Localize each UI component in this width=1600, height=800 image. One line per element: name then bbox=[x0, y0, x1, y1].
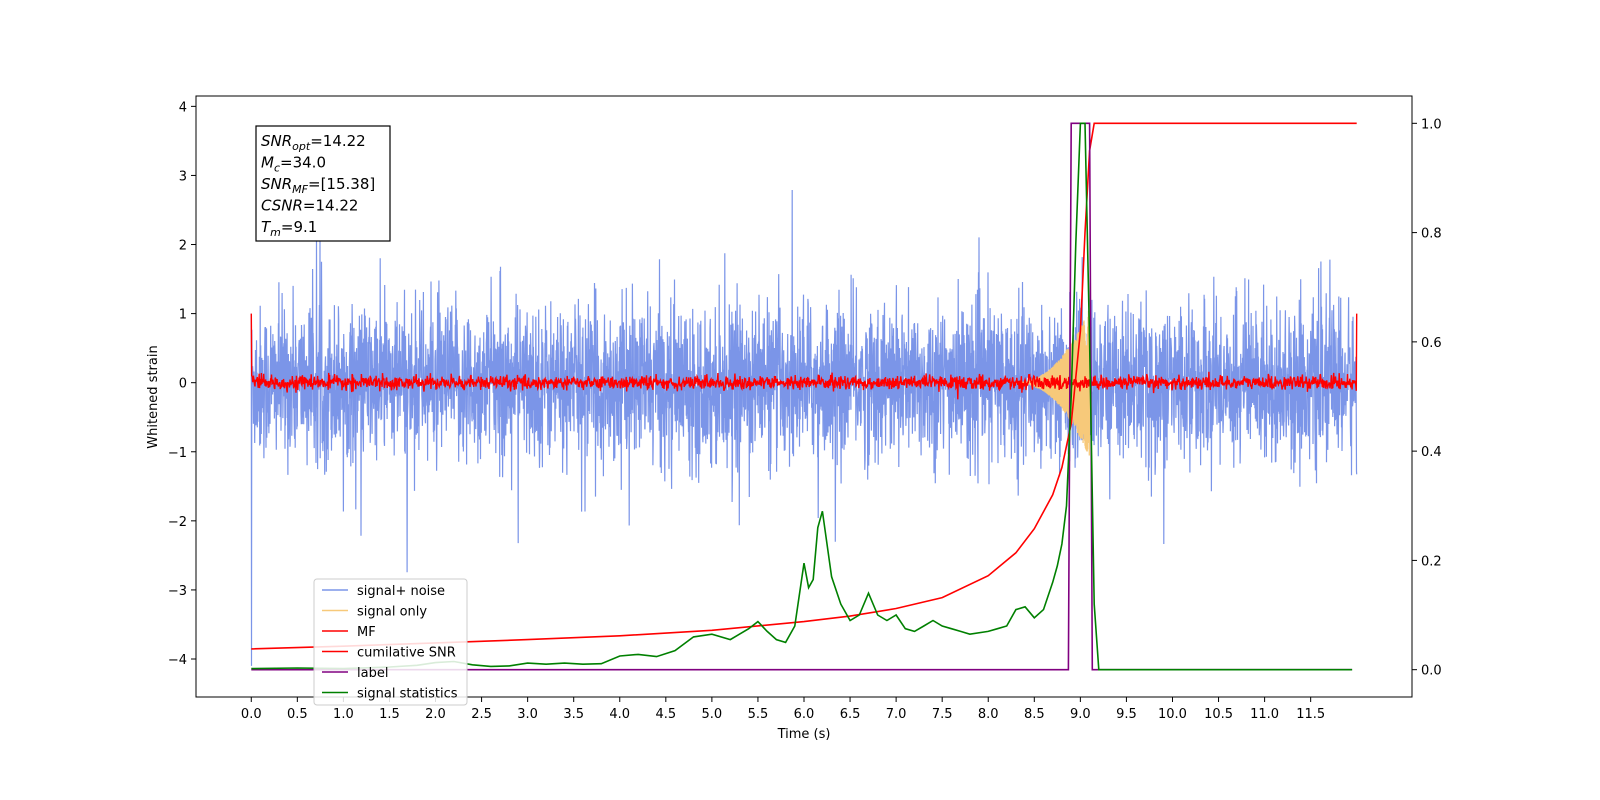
x-tick-label: 3.5 bbox=[563, 707, 584, 722]
x-tick-label: 5.5 bbox=[748, 707, 769, 722]
x-tick-label: 0.0 bbox=[241, 707, 262, 722]
series-signal-plus-noise bbox=[250, 189, 1358, 666]
x-tick-label: 3.0 bbox=[517, 707, 538, 722]
x-tick-label: 6.0 bbox=[794, 707, 815, 722]
legend-label: signal only bbox=[357, 605, 427, 620]
legend-label: cumilative SNR bbox=[357, 646, 456, 661]
y-tick-label: −4 bbox=[168, 653, 187, 668]
y-tick-label: 1 bbox=[179, 308, 187, 323]
x-tick-label: 8.5 bbox=[1024, 707, 1045, 722]
x-tick-label: 9.0 bbox=[1070, 707, 1091, 722]
x-tick-label: 1.5 bbox=[379, 707, 400, 722]
y-tick-label: 0 bbox=[179, 377, 187, 392]
x-tick-label: 2.0 bbox=[425, 707, 446, 722]
x-tick-label: 4.0 bbox=[609, 707, 630, 722]
series-cumilative-snr bbox=[251, 122, 1357, 650]
y2-tick-label: 0.0 bbox=[1421, 664, 1442, 679]
x-tick-label: 8.0 bbox=[978, 707, 999, 722]
legend-label: MF bbox=[357, 625, 376, 640]
y2-tick-label: 0.2 bbox=[1421, 554, 1442, 569]
annotation-line: Tm=9.1 bbox=[261, 218, 317, 239]
annotation-box: SNRopt=14.22Mc=34.0SNRMF=[15.38]CSNR=14.… bbox=[255, 125, 391, 242]
x-tick-label: 10.0 bbox=[1158, 707, 1187, 722]
plot-area bbox=[250, 122, 1358, 671]
y-axis-label: Whitened strain bbox=[146, 345, 161, 448]
legend-label: signal statistics bbox=[357, 687, 458, 702]
legend-label: signal+ noise bbox=[357, 584, 445, 599]
y2-tick-label: 1.0 bbox=[1421, 117, 1442, 132]
x-tick-label: 7.0 bbox=[886, 707, 907, 722]
y-tick-label: 2 bbox=[179, 239, 187, 254]
x-tick-label: 5.0 bbox=[702, 707, 723, 722]
y-tick-label: −2 bbox=[168, 515, 187, 530]
annotation-line: Mc=34.0 bbox=[261, 154, 326, 175]
x-tick-label: 10.5 bbox=[1204, 707, 1233, 722]
x-tick-label: 4.5 bbox=[655, 707, 676, 722]
x-tick-label: 11.0 bbox=[1250, 707, 1279, 722]
y-tick-label: −1 bbox=[168, 446, 187, 461]
y-tick-label: 4 bbox=[179, 100, 187, 115]
annotation-line: SNRMF=[15.38] bbox=[261, 175, 375, 196]
series-mf bbox=[250, 313, 1358, 400]
y2-tick-label: 0.4 bbox=[1421, 445, 1442, 460]
x-tick-label: 2.5 bbox=[471, 707, 492, 722]
y-tick-label: 3 bbox=[179, 169, 187, 184]
x-tick-label: 1.0 bbox=[333, 707, 354, 722]
y2-tick-label: 0.8 bbox=[1421, 227, 1442, 242]
x-tick-label: 0.5 bbox=[287, 707, 308, 722]
annotation-frame bbox=[255, 125, 391, 242]
legend: signal+ noise signal only MF cumilative SNR… bbox=[313, 578, 468, 706]
legend-label: label bbox=[357, 666, 388, 681]
x-tick-label: 9.5 bbox=[1116, 707, 1137, 722]
series-signal-statistics bbox=[251, 122, 1353, 671]
annotation-line: CSNR=14.22 bbox=[261, 197, 358, 215]
annotation-line: SNRopt=14.22 bbox=[261, 132, 366, 153]
x-tick-label: 7.5 bbox=[932, 707, 953, 722]
x-axis-label: Time (s) bbox=[777, 727, 831, 742]
x-tick-label: 6.5 bbox=[840, 707, 861, 722]
x-tick-label: 11.5 bbox=[1296, 707, 1325, 722]
y2-tick-label: 0.6 bbox=[1421, 336, 1442, 351]
axes: 0.0 0.5 1.0 1.5 2.0 2.5 3.0 3.5 4.0 4.5 5.0 5.5 6.0 6… bbox=[168, 100, 1442, 722]
y-tick-label: −3 bbox=[168, 584, 187, 599]
legend-frame bbox=[313, 578, 468, 706]
